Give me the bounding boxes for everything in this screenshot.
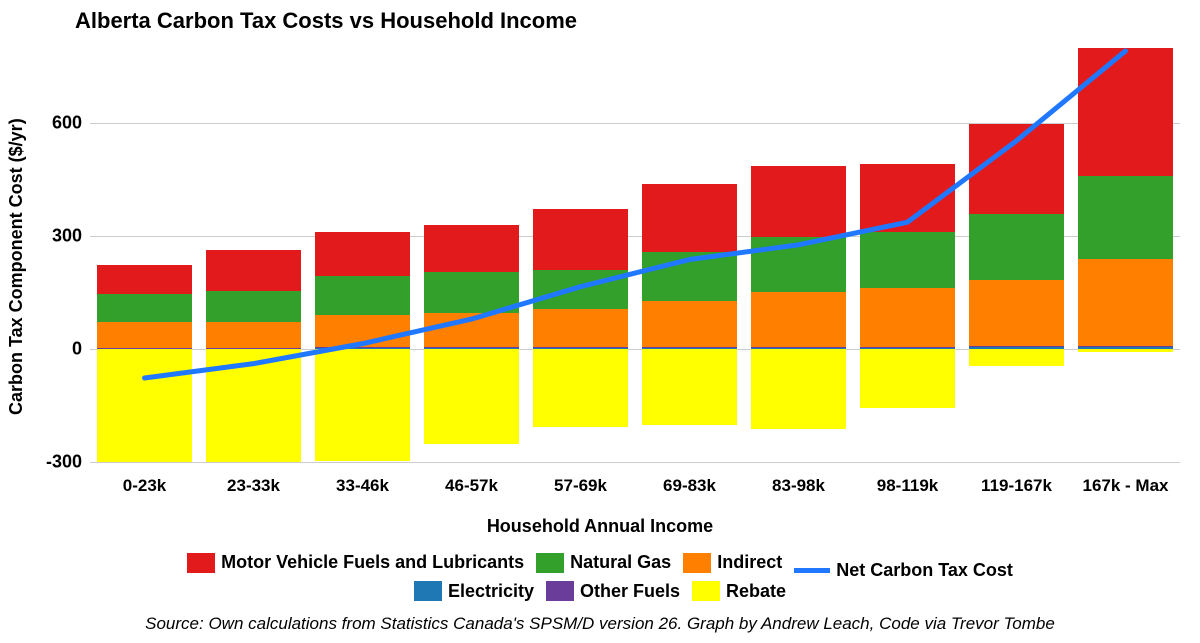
legend-swatch: [683, 553, 711, 573]
net-cost-line-layer: [90, 40, 1180, 470]
legend-label: Natural Gas: [570, 552, 671, 573]
x-tick-label: 57-69k: [554, 470, 607, 496]
carbon-tax-chart: Alberta Carbon Tax Costs vs Household In…: [0, 0, 1200, 643]
x-tick-label: 83-98k: [772, 470, 825, 496]
legend-swatch: [692, 581, 720, 601]
x-tick-label: 0-23k: [123, 470, 166, 496]
source-note: Source: Own calculations from Statistics…: [0, 614, 1200, 634]
x-tick-label: 119-167k: [981, 470, 1052, 496]
y-tick-label: 0: [72, 339, 90, 360]
y-tick-label: 600: [52, 112, 90, 133]
legend-item: Indirect: [683, 552, 782, 573]
legend-label: Rebate: [726, 581, 786, 602]
legend-item: Rebate: [692, 581, 786, 602]
legend-swatch: [546, 581, 574, 601]
x-tick-label: 23-33k: [227, 470, 280, 496]
legend-row: Electricity Other Fuels Rebate: [0, 581, 1200, 607]
x-tick-label: 46-57k: [445, 470, 498, 496]
legend-item: Net Carbon Tax Cost: [794, 560, 1013, 581]
x-tick-label: 167k - Max: [1083, 470, 1169, 496]
y-axis-label: Carbon Tax Component Cost ($/yr): [6, 118, 27, 415]
x-tick-label: 69-83k: [663, 470, 716, 496]
chart-title: Alberta Carbon Tax Costs vs Household In…: [75, 8, 577, 34]
y-tick-label: 300: [52, 226, 90, 247]
x-tick-label: 98-119k: [877, 470, 938, 496]
x-axis-label: Household Annual Income: [0, 516, 1200, 537]
legend-swatch: [536, 553, 564, 573]
legend-item: Natural Gas: [536, 552, 671, 573]
legend-row: Motor Vehicle Fuels and Lubricants Natura…: [0, 552, 1200, 581]
legend-item: Electricity: [414, 581, 534, 602]
legend-label: Indirect: [717, 552, 782, 573]
legend-label: Net Carbon Tax Cost: [836, 560, 1013, 581]
legend-item: Other Fuels: [546, 581, 680, 602]
plot-area: -30003006000-23k23-33k33-46k46-57k57-69k…: [90, 40, 1180, 470]
legend-label: Electricity: [448, 581, 534, 602]
net-cost-line: [145, 51, 1126, 378]
legend-swatch: [414, 581, 442, 601]
legend-line-swatch: [794, 568, 830, 573]
legend-label: Other Fuels: [580, 581, 680, 602]
legend-swatch: [187, 553, 215, 573]
legend: Motor Vehicle Fuels and Lubricants Natura…: [0, 552, 1200, 606]
legend-label: Motor Vehicle Fuels and Lubricants: [221, 552, 524, 573]
x-tick-label: 33-46k: [336, 470, 389, 496]
y-tick-label: -300: [46, 452, 90, 473]
legend-item: Motor Vehicle Fuels and Lubricants: [187, 552, 524, 573]
